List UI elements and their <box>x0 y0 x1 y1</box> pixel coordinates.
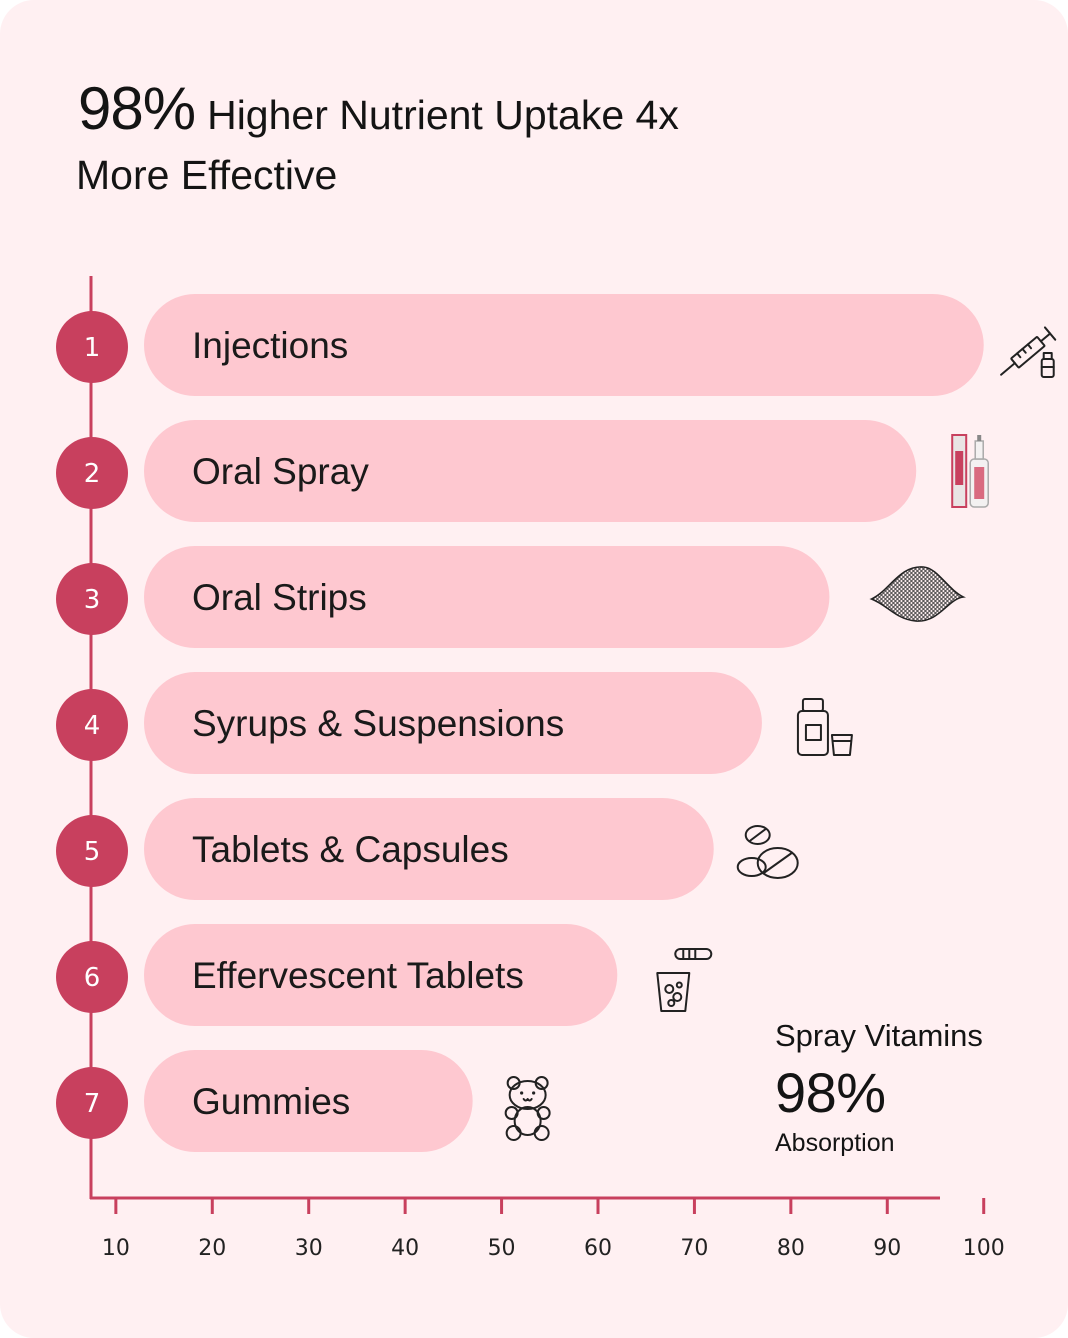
callout-title: Spray Vitamins <box>775 1018 983 1053</box>
bar-4 <box>144 672 762 774</box>
x-tick-label-90: 90 <box>873 1236 901 1261</box>
bar-label-6: Effervescent Tablets <box>192 955 524 996</box>
rank-number-3: 3 <box>84 585 101 615</box>
gummy-bear-icon <box>504 1076 551 1141</box>
x-tick-label-60: 60 <box>584 1236 612 1261</box>
rank-badge-3 <box>56 563 128 635</box>
bar-2 <box>144 420 917 522</box>
title-highlight: 98% <box>78 75 196 142</box>
rank-badge-5 <box>56 815 128 887</box>
rank-badge-2 <box>56 437 128 509</box>
title-rest: Higher Nutrient Uptake 4x <box>207 92 679 138</box>
bar-label-7: Gummies <box>192 1081 350 1122</box>
x-tick-label-20: 20 <box>198 1236 226 1261</box>
x-tick-label-80: 80 <box>777 1236 805 1261</box>
chart-title-line-1: 98% Higher Nutrient Uptake 4x <box>78 74 679 143</box>
chart-title-line-2: More Effective <box>76 152 338 198</box>
x-tick-label-30: 30 <box>295 1236 323 1261</box>
bar-3 <box>144 546 830 648</box>
bar-label-4: Syrups & Suspensions <box>192 703 564 744</box>
x-tick-label-50: 50 <box>488 1236 516 1261</box>
bar-label-1: Injections <box>192 325 348 366</box>
rank-badge-1 <box>56 311 128 383</box>
x-tick-label-40: 40 <box>391 1236 419 1261</box>
oral-strip-icon <box>869 566 966 622</box>
rank-number-5: 5 <box>84 837 101 867</box>
bar-5 <box>144 798 714 900</box>
bar-1 <box>144 294 984 396</box>
bar-label-2: Oral Spray <box>192 451 369 492</box>
rank-number-4: 4 <box>84 711 101 741</box>
rank-number-2: 2 <box>84 459 101 489</box>
rank-badge-7 <box>56 1067 128 1139</box>
bar-6 <box>144 924 618 1026</box>
callout-value: 98% <box>775 1061 886 1124</box>
bar-7 <box>144 1050 473 1152</box>
absorption-callout: Spray Vitamins 98% Absorption <box>775 1018 983 1158</box>
tablets-icon <box>736 825 799 879</box>
bar-label-3: Oral Strips <box>192 577 367 618</box>
x-tick-label-100: 100 <box>963 1236 1005 1261</box>
rank-number-6: 6 <box>84 963 101 993</box>
rank-badge-4 <box>56 689 128 761</box>
x-tick-label-10: 10 <box>102 1236 130 1261</box>
syringe-vial-icon <box>1000 326 1057 378</box>
rank-badge-6 <box>56 941 128 1013</box>
rank-number-1: 1 <box>84 333 101 363</box>
syrup-bottle-cup-icon <box>796 698 853 756</box>
rank-number-7: 7 <box>84 1089 101 1119</box>
effervescent-glass-icon <box>656 948 713 1012</box>
bar-label-5: Tablets & Capsules <box>192 829 509 870</box>
bars-group: Injections 1 Oral Spray 2 Oral Strips 3 Syrups… <box>56 294 1057 1152</box>
callout-label: Absorption <box>775 1129 895 1157</box>
x-tick-label-70: 70 <box>680 1236 708 1261</box>
x-ticks-group: 10 20 30 40 50 60 70 80 90 100 <box>102 1198 1005 1261</box>
spray-bottle-icon <box>951 434 989 508</box>
